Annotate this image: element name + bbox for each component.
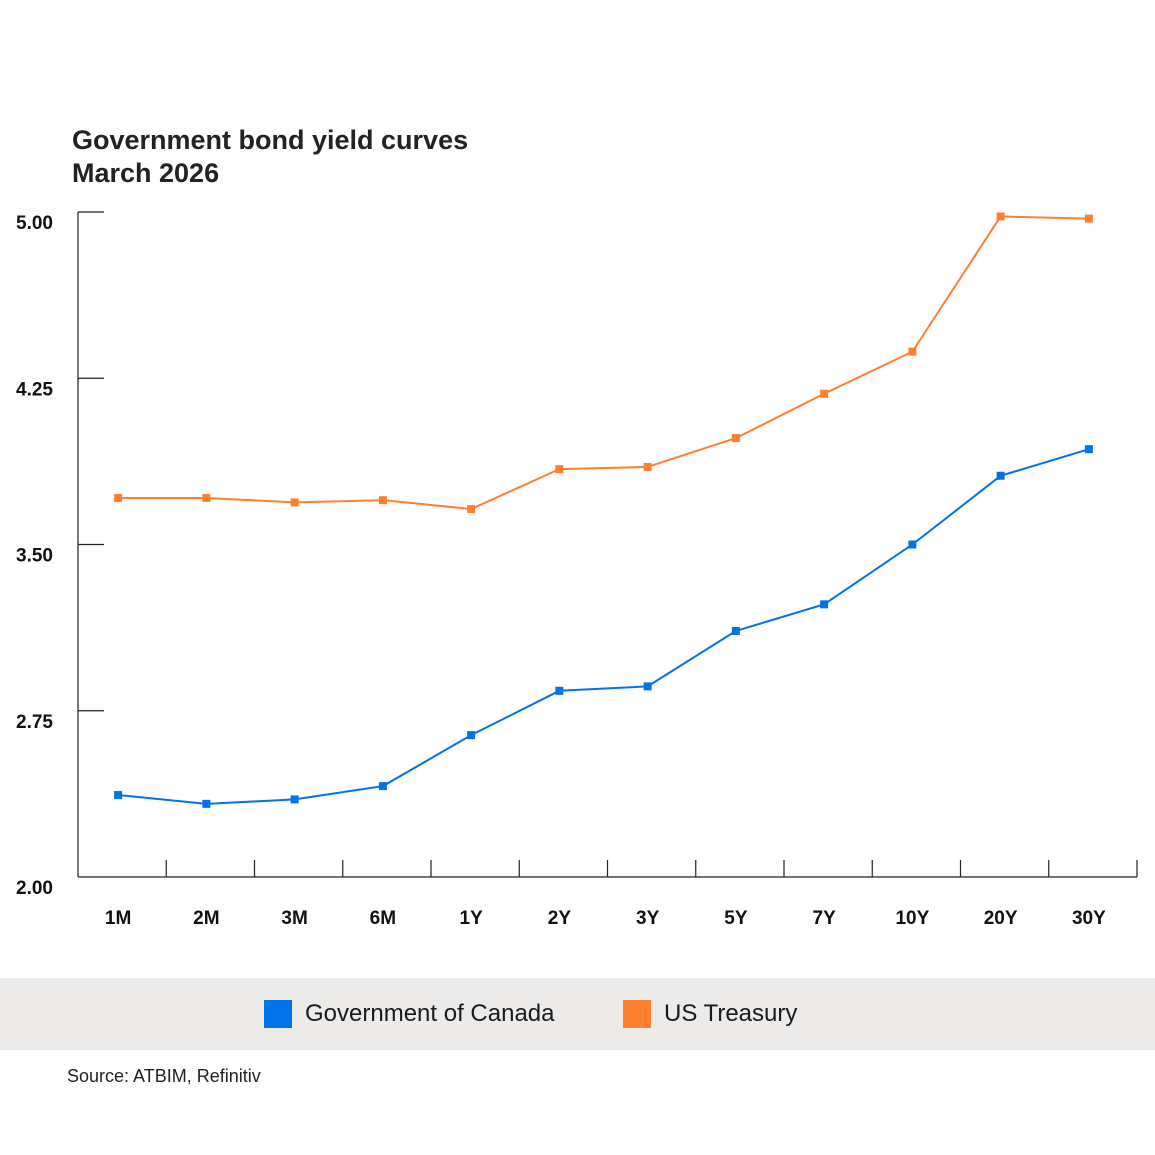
x-tick-label: 6M: [370, 908, 396, 929]
chart-subtitle: March 2026: [72, 158, 220, 188]
legend-label-canada: Government of Canada: [305, 1000, 555, 1027]
legend-swatch-canada: [264, 1000, 292, 1028]
data-point-us-treasury: [290, 498, 299, 507]
x-tick-label: 5Y: [724, 908, 748, 929]
y-tick-label: 5.00: [16, 213, 53, 234]
data-point-canada: [290, 795, 299, 804]
data-point-canada: [820, 600, 829, 609]
data-point-canada: [1084, 445, 1093, 454]
y-tick-label: 3.50: [16, 546, 53, 567]
x-tick-label: 20Y: [984, 908, 1018, 929]
y-tick-label: 2.00: [16, 878, 53, 899]
data-point-us-treasury: [908, 347, 917, 356]
legend-swatch-us-treasury: [623, 1000, 651, 1028]
chart-title-main: Government bond yield curves: [72, 125, 469, 155]
x-tick-label: 2M: [193, 908, 219, 929]
x-tick-label: 7Y: [813, 908, 837, 929]
source-note: Source: ATBIM, Refinitiv: [67, 1066, 261, 1086]
x-tick-label: 1Y: [460, 908, 484, 929]
x-tick-label: 10Y: [895, 908, 929, 929]
data-point-us-treasury: [996, 212, 1005, 221]
data-point-us-treasury: [467, 505, 476, 514]
data-point-canada: [731, 626, 740, 635]
x-tick-label: 30Y: [1072, 908, 1106, 929]
chart-title: Government bond yield curves March 2026: [72, 124, 468, 190]
data-point-us-treasury: [378, 496, 387, 505]
data-point-canada: [996, 471, 1005, 480]
data-point-canada: [114, 790, 123, 799]
x-tick-label: 1M: [105, 908, 131, 929]
data-point-us-treasury: [643, 462, 652, 471]
data-point-canada: [202, 799, 211, 808]
legend: Government of Canada US Treasury: [0, 978, 1155, 1050]
x-tick-label: 2Y: [548, 908, 572, 929]
data-point-us-treasury: [731, 434, 740, 443]
y-tick-label: 4.25: [16, 379, 53, 400]
data-point-canada: [378, 782, 387, 791]
y-tick-label: 2.75: [16, 712, 53, 733]
data-point-canada: [643, 682, 652, 691]
data-point-us-treasury: [114, 493, 123, 502]
data-point-canada: [555, 686, 564, 695]
data-point-us-treasury: [820, 389, 829, 398]
legend-label-us-treasury: US Treasury: [664, 1000, 798, 1027]
series-line-canada: [118, 448, 1090, 805]
line-chart: 2.00 2.75 3.50 4.25 5.00 1M 2M 3M 6M 1Y 2Y 3Y 5Y 7Y 10…: [16, 211, 1138, 929]
data-point-canada: [467, 731, 476, 740]
data-point-us-treasury: [202, 493, 211, 502]
series-line-us-treasury: [118, 215, 1089, 511]
x-tick-label: 3Y: [636, 908, 660, 929]
data-point-canada: [908, 540, 917, 549]
legend-item-canada: Government of Canada: [264, 1000, 554, 1028]
legend-item-us-treasury: US Treasury: [623, 1000, 797, 1028]
data-point-us-treasury: [1084, 214, 1093, 223]
data-point-us-treasury: [555, 465, 564, 474]
x-tick-label: 3M: [281, 908, 307, 929]
